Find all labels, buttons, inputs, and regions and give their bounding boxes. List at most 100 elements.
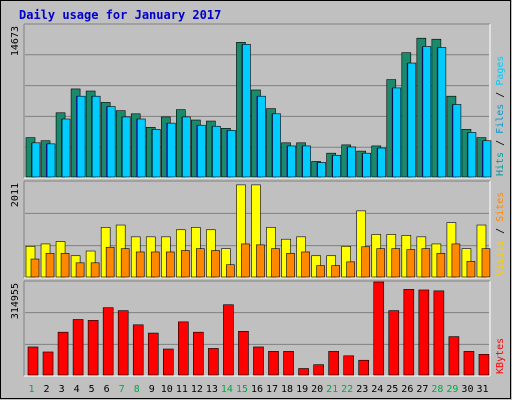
bar-pages	[467, 132, 477, 178]
bar-sites	[90, 262, 100, 278]
bar-kbytes	[193, 331, 204, 376]
bar-pages	[362, 152, 372, 178]
bar-pages	[257, 95, 266, 178]
bar-pages	[302, 145, 311, 178]
bar-pages	[151, 129, 161, 178]
bar-pages	[212, 125, 221, 178]
bar-sites	[391, 248, 401, 278]
y-max-label: 2011	[10, 183, 21, 207]
kbytes-panel: 314955 KBytes	[10, 280, 506, 377]
bar-sites	[196, 248, 205, 278]
bar-sites	[30, 258, 40, 278]
bar-pages	[392, 87, 402, 178]
bar-sites	[376, 248, 386, 278]
x-tick-label: 11	[176, 384, 188, 395]
bar-pages	[91, 95, 101, 178]
bar-pages	[136, 118, 146, 178]
x-tick-label: 3	[59, 384, 65, 395]
bar-kbytes	[313, 364, 324, 376]
x-tick-label: 23	[356, 384, 368, 395]
x-tick-label: 1	[29, 384, 35, 395]
bar-pages	[272, 113, 281, 178]
x-tick-label: 29	[446, 384, 458, 395]
legend-entry: Hits	[495, 152, 506, 176]
bar-pages	[347, 146, 356, 178]
legend-entry: KBytes	[495, 338, 506, 374]
bar-sites	[150, 251, 160, 278]
x-tick-label: 14	[221, 384, 233, 395]
x-tick-label: 15	[236, 384, 248, 395]
x-tick-label: 8	[134, 384, 140, 395]
chart-title: Daily usage for January 2017	[19, 8, 221, 22]
bar-kbytes	[147, 332, 159, 376]
bar-pages	[197, 124, 206, 178]
bar-sites	[75, 262, 85, 278]
bar-kbytes	[388, 310, 400, 376]
visits-panel: 2011 Visits / Sites	[10, 180, 506, 279]
bar-kbytes	[117, 310, 129, 376]
legend-entry: Sites	[495, 192, 506, 222]
bar-sites	[135, 251, 145, 278]
bar-sites	[256, 244, 265, 278]
bar-kbytes	[478, 354, 490, 376]
bar-pages	[106, 106, 116, 178]
bar-sites	[165, 251, 175, 278]
x-tick-label: 16	[251, 384, 263, 395]
bar-sites	[466, 261, 476, 278]
bar-sites	[421, 248, 431, 278]
legend: KBytes	[495, 338, 506, 374]
bar-pages	[437, 47, 447, 178]
bar-pages	[76, 95, 86, 178]
x-tick-label: 7	[119, 384, 125, 395]
x-tick-label: 20	[311, 384, 323, 395]
bar-pages	[166, 122, 176, 178]
bar-kbytes	[72, 319, 84, 376]
bar-visits	[221, 248, 231, 278]
bar-pages	[121, 116, 131, 178]
x-tick-label: 13	[206, 384, 218, 395]
bar-kbytes	[87, 320, 99, 376]
bar-pages	[31, 142, 41, 178]
y-max-label: 14673	[10, 26, 21, 56]
hits-panel: 14673 Hits / Files / Pages	[10, 23, 506, 179]
bar-kbytes	[328, 351, 339, 376]
bar-sites	[181, 250, 190, 278]
x-tick-label: 30	[461, 384, 473, 395]
bar-kbytes	[343, 355, 354, 376]
legend-entry: Visits	[495, 240, 506, 276]
bar-kbytes	[208, 348, 219, 376]
bar-pages	[182, 116, 191, 178]
bar-sites	[346, 261, 355, 278]
bar-kbytes	[162, 348, 174, 376]
legend-entry: Files	[495, 104, 506, 134]
y-max-label: 314955	[10, 283, 21, 319]
bar-sites	[105, 246, 115, 278]
bar-kbytes	[358, 359, 370, 376]
bar-sites	[120, 248, 130, 278]
x-tick-label: 25	[386, 384, 398, 395]
bar-sites	[241, 243, 250, 278]
bar-kbytes	[448, 336, 460, 376]
bar-kbytes	[132, 324, 144, 376]
bar-pages	[377, 147, 387, 178]
x-tick-label: 5	[89, 384, 95, 395]
bar-pages	[332, 154, 341, 178]
x-tick-label: 22	[341, 384, 353, 395]
bar-kbytes	[253, 346, 264, 376]
x-tick-label: 6	[104, 384, 110, 395]
bar-visits	[251, 184, 261, 278]
x-tick-label: 19	[296, 384, 308, 395]
bar-visits	[356, 210, 367, 278]
bar-kbytes	[403, 289, 415, 376]
x-tick-label: 18	[281, 384, 293, 395]
x-tick-label: 27	[416, 384, 428, 395]
legend-entry: /	[495, 222, 506, 240]
bar-sites	[331, 265, 340, 278]
x-tick-label: 9	[149, 384, 155, 395]
bar-sites	[45, 253, 55, 278]
x-tick-label: 26	[401, 384, 413, 395]
bar-pages	[46, 143, 56, 178]
bar-kbytes	[223, 304, 234, 376]
bar-sites	[211, 250, 220, 278]
